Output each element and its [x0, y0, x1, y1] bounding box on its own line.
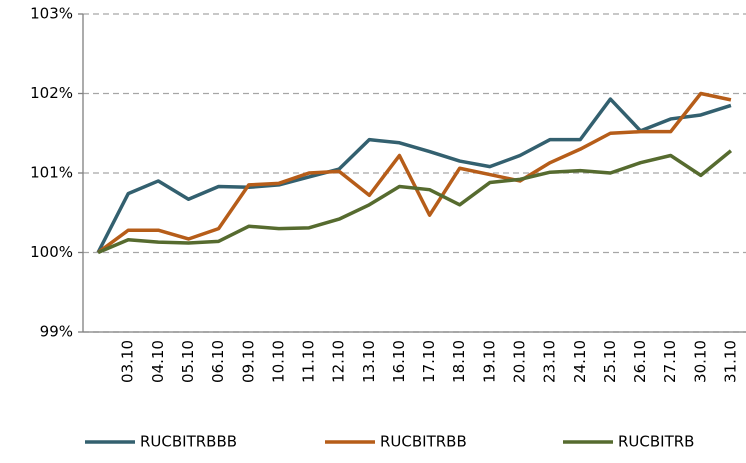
x-tick-label: 06.10 [209, 340, 227, 383]
line-series [96, 97, 732, 254]
legend-label: RUCBITRBB [380, 433, 467, 451]
y-tick-label: 99% [40, 323, 73, 341]
x-tick-label: 23.10 [541, 340, 559, 383]
x-tick-label: 10.10 [269, 340, 287, 383]
y-tick-label: 100% [30, 243, 73, 261]
x-tick-label: 24.10 [571, 340, 589, 383]
x-tick-label: 26.10 [631, 340, 649, 383]
line-series [97, 91, 732, 254]
x-tick-label: 12.10 [330, 340, 348, 383]
legend-label: RUCBITRB [618, 433, 694, 451]
x-tick-label: 16.10 [390, 340, 408, 383]
x-tick-label: 27.10 [661, 340, 679, 383]
y-tick-label: 101% [30, 164, 73, 182]
x-tick-label: 31.10 [721, 340, 739, 383]
x-tick-label: 13.10 [360, 340, 378, 383]
x-tick-label: 11.10 [300, 340, 318, 383]
y-tick-label: 102% [30, 84, 73, 102]
x-tick-label: 20.10 [510, 340, 528, 383]
line-series [97, 149, 733, 255]
x-tick-label: 04.10 [149, 340, 167, 383]
x-tick-label: 25.10 [601, 340, 619, 383]
x-tick-label: 18.10 [450, 340, 468, 383]
x-tick-label: 03.10 [119, 340, 137, 383]
legend-label: RUCBITRBBB [140, 433, 237, 451]
x-tick-label: 17.10 [420, 340, 438, 383]
x-tick-label: 09.10 [239, 340, 257, 383]
x-tick-label: 30.10 [691, 340, 709, 383]
y-tick-label: 103% [30, 5, 73, 23]
x-tick-label: 19.10 [480, 340, 498, 383]
x-tick-label: 05.10 [179, 340, 197, 383]
